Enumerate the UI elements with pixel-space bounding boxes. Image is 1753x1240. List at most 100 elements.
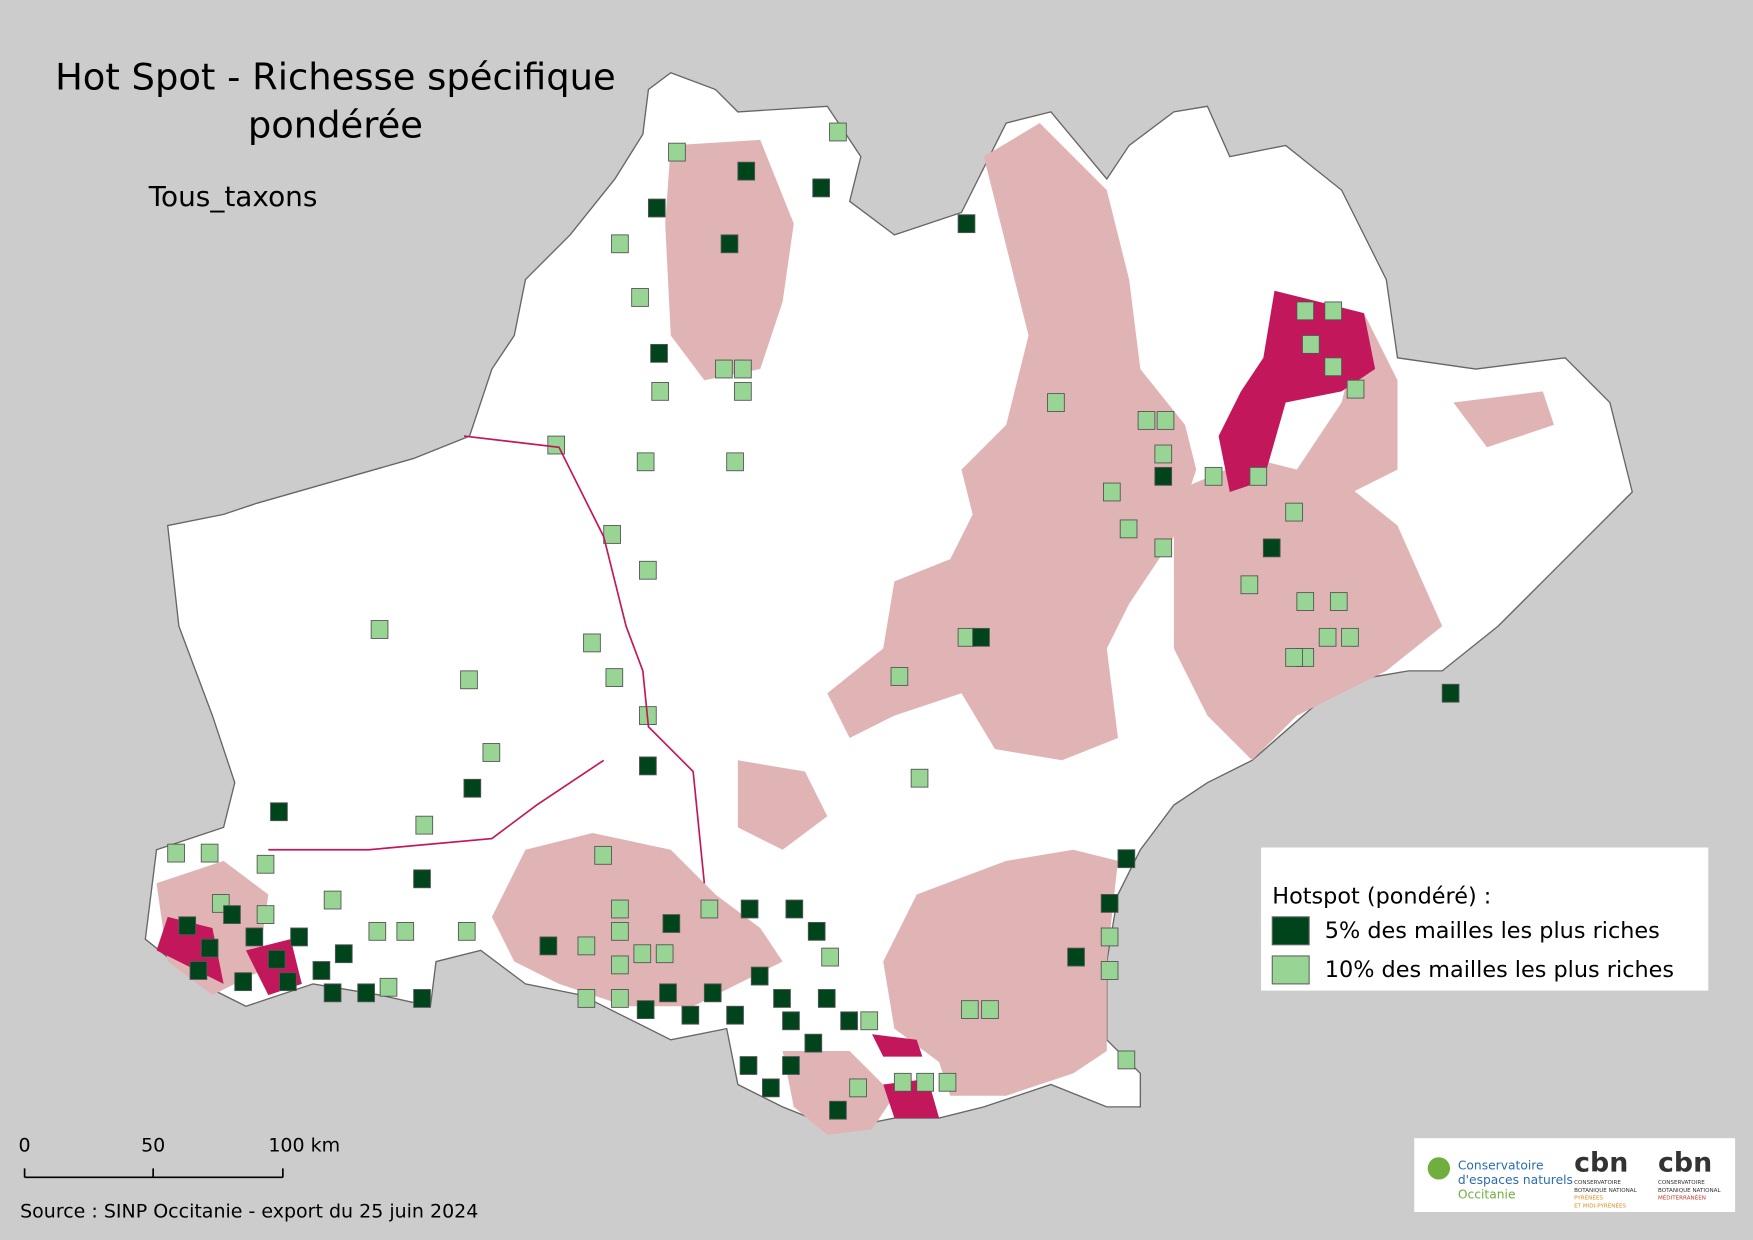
cell-5pct <box>785 899 804 919</box>
cell-10pct <box>256 854 275 874</box>
cell-10pct <box>961 1000 979 1020</box>
cell-10pct <box>1249 466 1268 486</box>
logo-text: cbn <box>1658 1148 1712 1179</box>
cell-5pct <box>1154 466 1173 486</box>
cell-5pct <box>200 938 219 958</box>
cell-5pct <box>737 161 756 181</box>
logo-text: Occitanie <box>1458 1188 1516 1202</box>
cell-10pct <box>1103 482 1121 502</box>
legend-label: 5% des mailles les plus riches <box>1325 918 1660 944</box>
scale-label: 50 <box>141 1135 165 1157</box>
logo-text: cbn <box>1574 1148 1628 1179</box>
cell-5pct <box>636 1000 655 1020</box>
logo-text: Conservatoire <box>1458 1158 1544 1172</box>
cell-5pct <box>812 178 830 198</box>
cell-5pct <box>413 869 431 889</box>
cell-5pct <box>334 944 353 964</box>
zone <box>883 849 1118 1096</box>
logo-text: BOTANIQUE NATIONAL <box>1658 1188 1721 1194</box>
cell-5pct <box>740 899 759 919</box>
cell-5pct <box>270 802 288 822</box>
cell-10pct <box>583 633 601 653</box>
cell-10pct <box>1047 393 1065 412</box>
cell-10pct <box>1154 444 1173 464</box>
zone <box>491 832 783 1007</box>
cell-5pct <box>279 972 297 992</box>
river <box>463 435 706 884</box>
river <box>268 759 605 851</box>
cell-10pct <box>611 921 629 941</box>
cell-10pct <box>415 815 434 835</box>
cell-10pct <box>594 845 612 865</box>
cell-10pct <box>605 668 624 687</box>
zone <box>665 139 794 381</box>
cell-5pct <box>840 1011 858 1031</box>
scale-bar: 0 50 100 km <box>19 1135 340 1179</box>
cell-10pct <box>1285 648 1303 667</box>
cell-10pct <box>200 843 219 863</box>
cell-5pct <box>972 627 990 647</box>
scale-line <box>23 1168 284 1179</box>
logo-text: ET MIDI-PYRÉNÉES <box>1574 1202 1626 1210</box>
cell-10pct <box>631 288 649 307</box>
cell-10pct <box>1117 1050 1136 1070</box>
cell-10pct <box>611 899 629 919</box>
cell-5pct <box>267 949 286 969</box>
cell-5pct <box>762 1078 780 1098</box>
cell-10pct <box>611 955 629 975</box>
legend-swatch <box>1271 955 1310 985</box>
cell-10pct <box>1296 301 1315 321</box>
cell-10pct <box>1302 335 1320 354</box>
cell-10pct <box>893 1072 912 1092</box>
legend: Hotspot (pondéré) : 5% des mailles les p… <box>1261 847 1709 991</box>
logo-text: BOTANIQUE NATIONAL <box>1574 1188 1637 1194</box>
cell-10pct <box>734 359 752 379</box>
cell-5pct <box>1262 538 1281 558</box>
cell-5pct <box>662 914 681 933</box>
cell-5pct <box>1067 947 1085 967</box>
cell-5pct <box>647 198 666 218</box>
cell-10pct <box>611 234 629 254</box>
cell-10pct <box>1100 961 1119 980</box>
cell-5pct <box>290 927 308 947</box>
zone <box>827 123 1197 761</box>
cell-10pct <box>849 1078 867 1098</box>
cell-10pct <box>981 1000 999 1020</box>
cell-10pct <box>651 381 670 401</box>
cell-10pct <box>916 1072 934 1092</box>
cell-5pct <box>726 1005 744 1025</box>
logo-text: d'espaces naturels <box>1458 1173 1573 1187</box>
cell-10pct <box>655 944 674 964</box>
cell-10pct <box>547 435 566 455</box>
cell-10pct <box>1204 466 1223 486</box>
subtitle: Tous_taxons <box>148 180 318 213</box>
cell-10pct <box>1329 592 1348 611</box>
cell-10pct <box>256 905 275 924</box>
logos: Conservatoire d'espaces naturels Occitan… <box>1414 1138 1736 1212</box>
cell-5pct <box>739 1056 758 1075</box>
cell-5pct <box>782 1011 800 1031</box>
cell-10pct <box>1324 301 1343 321</box>
cell-10pct <box>715 359 733 379</box>
cell-5pct <box>773 989 791 1008</box>
cell-10pct <box>482 743 501 762</box>
source: Source : SINP Occitanie - export du 25 j… <box>20 1201 478 1223</box>
cell-5pct <box>650 343 668 363</box>
cell-10pct <box>577 989 596 1008</box>
cell-10pct <box>457 921 476 941</box>
cell-10pct <box>910 768 929 788</box>
cell-5pct <box>681 1005 700 1025</box>
logo-text: CONSERVATOIRE <box>1574 1180 1621 1186</box>
cell-5pct <box>703 983 722 1003</box>
legend-label: 10% des mailles les plus riches <box>1325 957 1674 983</box>
legend-items: 5% des mailles les plus riches 10% des ma… <box>1271 916 1674 985</box>
cell-10pct <box>1154 538 1173 558</box>
legend-title: Hotspot (pondéré) : <box>1272 883 1491 909</box>
cell-10pct <box>603 525 621 544</box>
logo-text: PYRÉNÉES <box>1574 1194 1603 1202</box>
cell-10pct <box>734 381 752 401</box>
cell-5pct <box>189 961 208 980</box>
legend-swatch <box>1271 916 1310 946</box>
